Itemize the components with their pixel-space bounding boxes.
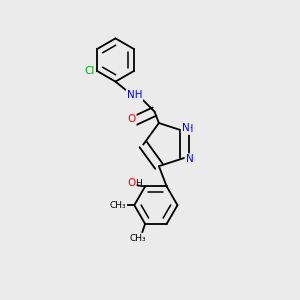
Text: Cl: Cl [84,66,94,76]
Text: CH₃: CH₃ [129,234,146,243]
Text: H: H [135,179,142,188]
Text: NH: NH [127,90,142,100]
Text: CH₃: CH₃ [110,201,126,210]
Text: N: N [186,154,194,164]
Text: N: N [182,123,190,133]
Text: H: H [186,124,193,134]
Text: O: O [127,114,136,124]
Text: O: O [128,178,136,188]
